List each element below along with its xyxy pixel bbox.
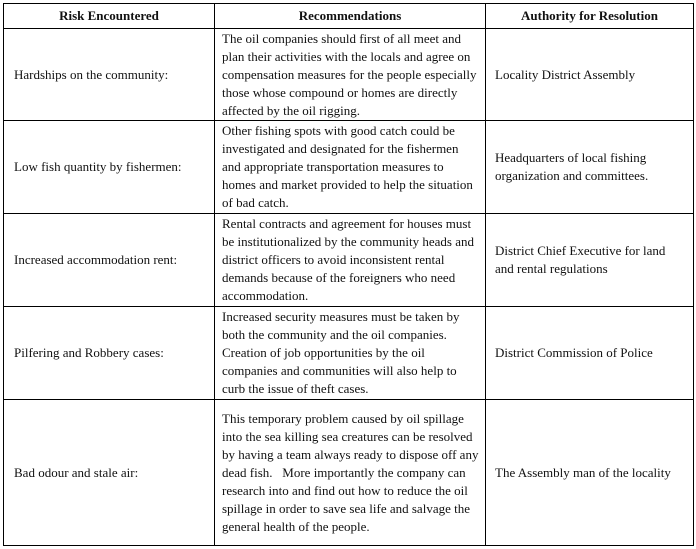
- risk-cell: Bad odour and stale air:: [3, 399, 215, 546]
- header-row: Risk Encountered Recommendations Authori…: [3, 3, 694, 29]
- header-recommendations: Recommendations: [214, 3, 486, 29]
- recommendation-cell: Other fishing spots with good catch coul…: [214, 120, 486, 214]
- header-authority: Authority for Resolution: [485, 3, 694, 29]
- header-risk: Risk Encountered: [3, 3, 215, 29]
- risk-table: Risk Encountered Recommendations Authori…: [3, 3, 694, 546]
- recommendation-cell: Increased security measures must be take…: [214, 306, 486, 400]
- risk-cell: Pilfering and Robbery cases:: [3, 306, 215, 400]
- recommendation-cell: This temporary problem caused by oil spi…: [214, 399, 486, 546]
- table-row: Hardships on the community: The oil comp…: [3, 28, 694, 121]
- risk-cell: Increased accommodation rent:: [3, 213, 215, 307]
- table-row: Bad odour and stale air: This temporary …: [3, 399, 694, 546]
- table-row: Pilfering and Robbery cases: Increased s…: [3, 306, 694, 400]
- authority-cell: Headquarters of local fishing organizati…: [485, 120, 694, 214]
- authority-cell: The Assembly man of the locality: [485, 399, 694, 546]
- table-row: Low fish quantity by fishermen: Other fi…: [3, 120, 694, 214]
- table-row: Increased accommodation rent: Rental con…: [3, 213, 694, 307]
- authority-cell: Locality District Assembly: [485, 28, 694, 121]
- authority-cell: District Chief Executive for land and re…: [485, 213, 694, 307]
- recommendation-cell: Rental contracts and agreement for house…: [214, 213, 486, 307]
- risk-cell: Hardships on the community:: [3, 28, 215, 121]
- authority-cell: District Commission of Police: [485, 306, 694, 400]
- risk-cell: Low fish quantity by fishermen:: [3, 120, 215, 214]
- recommendation-cell: The oil companies should first of all me…: [214, 28, 486, 121]
